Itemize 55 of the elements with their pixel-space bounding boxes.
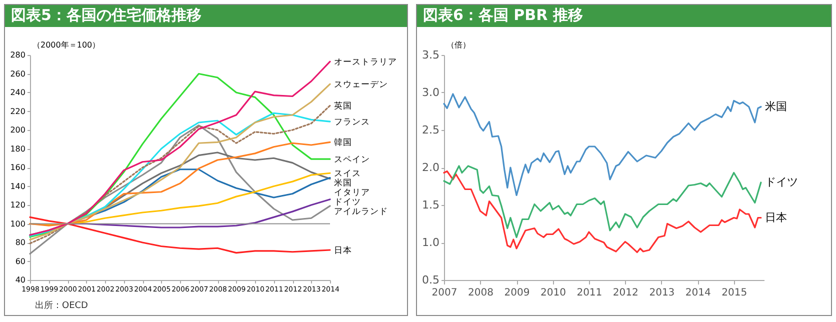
series-label: 米国 bbox=[764, 100, 787, 113]
y-tick-label: 180 bbox=[10, 144, 26, 154]
y-tick-label: 160 bbox=[10, 163, 26, 172]
y-axis-title: （2000年＝100） bbox=[32, 40, 100, 50]
chart-title: 図表6：各国 PBR 推移 bbox=[417, 5, 831, 27]
text: 出所：OECD bbox=[35, 300, 88, 312]
y-tick-label: 240 bbox=[10, 88, 26, 97]
y-tick-label: 2.5 bbox=[422, 124, 440, 136]
x-tick-label: 2015 bbox=[722, 288, 748, 298]
y-tick-label: 80 bbox=[15, 238, 26, 247]
series-label: スペイン bbox=[334, 155, 370, 166]
series-label: 米国 bbox=[334, 178, 352, 189]
y-tick-label: 1.5 bbox=[422, 198, 440, 212]
series-label: イタリア bbox=[334, 188, 370, 198]
series-label: スウェーデン bbox=[334, 80, 388, 90]
line-series bbox=[443, 165, 762, 238]
x-tick-label: 2007 bbox=[432, 288, 458, 298]
y-tick-label: 3.5 bbox=[422, 48, 440, 62]
series-label: スイス bbox=[334, 169, 361, 180]
y-tick-label: 140 bbox=[10, 182, 26, 191]
y-tick-label: 0.5 bbox=[422, 274, 440, 286]
series-label: オーストラリア bbox=[334, 58, 397, 68]
y-tick-label: 2.0 bbox=[422, 161, 440, 174]
y-tick-label: 40 bbox=[15, 276, 26, 284]
y-tick-label: 100 bbox=[10, 219, 26, 228]
x-tick-label: 2014 bbox=[685, 288, 711, 298]
series-label: ドイツ bbox=[764, 176, 798, 188]
series-label: ドイツ bbox=[334, 198, 361, 208]
series-label: フランス bbox=[334, 118, 370, 128]
y-tick-label: 200 bbox=[10, 126, 26, 134]
y-tick-label: 120 bbox=[10, 200, 26, 210]
y-tick-label: 260 bbox=[10, 69, 26, 78]
series-label: 英国 bbox=[334, 100, 352, 112]
x-tick-label: 2013 bbox=[649, 288, 675, 298]
line-series bbox=[443, 170, 762, 254]
line-series bbox=[443, 93, 762, 196]
y-tick-label: 1.0 bbox=[422, 236, 440, 249]
line-series bbox=[29, 216, 331, 254]
x-tick-label: 2012 bbox=[612, 288, 638, 298]
series-label: 日本 bbox=[334, 245, 352, 256]
y-tick-label: 280 bbox=[10, 50, 26, 60]
series-label: 日本 bbox=[764, 210, 787, 224]
x-tick-label: 2008 bbox=[468, 288, 494, 298]
y-axis-title: （倍） bbox=[446, 40, 470, 50]
series-label: アイルランド bbox=[334, 207, 388, 218]
chart-title: 図表5：各国の住宅価格推移 bbox=[5, 5, 407, 27]
series-label: 韓国 bbox=[334, 137, 352, 148]
y-tick-label: 3.0 bbox=[422, 86, 440, 99]
x-tick-label: 2011 bbox=[576, 288, 602, 298]
x-tick-label: 2009 bbox=[504, 288, 530, 298]
line-series bbox=[29, 124, 331, 255]
y-tick-label: 220 bbox=[10, 106, 26, 116]
x-tick-label: 2010 bbox=[540, 288, 566, 298]
line-series bbox=[29, 141, 331, 226]
y-tick-label: 60 bbox=[15, 256, 26, 266]
